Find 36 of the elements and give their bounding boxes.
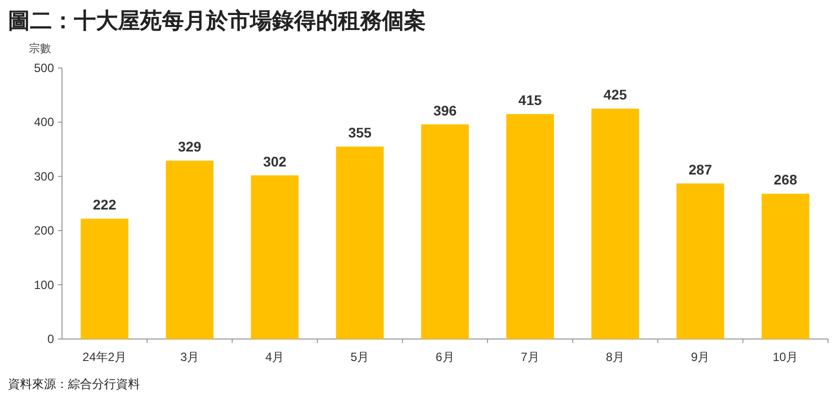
bar [506, 114, 554, 339]
data-label: 287 [688, 161, 712, 178]
x-tick-label: 8月 [606, 350, 625, 364]
bar [676, 183, 724, 339]
source-note: 資料來源：綜合分行資料 [8, 377, 140, 391]
bar [336, 146, 384, 339]
x-tick-label: 6月 [436, 350, 454, 364]
bar [250, 175, 299, 339]
x-tick-label: 4月 [265, 350, 284, 364]
data-label: 396 [433, 102, 457, 118]
y-tick-label: 200 [34, 224, 54, 238]
bar [80, 218, 128, 339]
y-tick-label: 400 [34, 115, 54, 130]
data-label: 268 [774, 172, 798, 188]
x-tick-label: 10月 [772, 350, 798, 364]
bar [421, 124, 469, 339]
y-tick-label: 100 [34, 278, 54, 292]
x-tick-label: 5月 [350, 350, 370, 364]
data-label: 355 [348, 124, 372, 141]
x-tick-label: 3月 [180, 350, 200, 364]
bar [591, 108, 640, 339]
x-tick-label: 9月 [690, 350, 710, 364]
data-label: 425 [604, 86, 628, 103]
data-label: 415 [518, 92, 542, 108]
y-tick-label: 0 [47, 332, 54, 346]
x-tick-label: 24年2月 [82, 350, 127, 364]
chart-title: 圖二：十大屋苑每月於市場錄得的租務個案 [8, 8, 426, 33]
y-axis-title: 宗數 [29, 42, 51, 55]
data-label: 329 [178, 138, 202, 155]
bar [762, 194, 810, 339]
y-tick-label: 500 [34, 61, 54, 75]
x-tick-label: 7月 [520, 350, 540, 364]
data-label: 222 [92, 196, 116, 213]
y-tick-label: 300 [34, 169, 54, 184]
data-label: 302 [263, 153, 287, 170]
bar [166, 160, 214, 339]
